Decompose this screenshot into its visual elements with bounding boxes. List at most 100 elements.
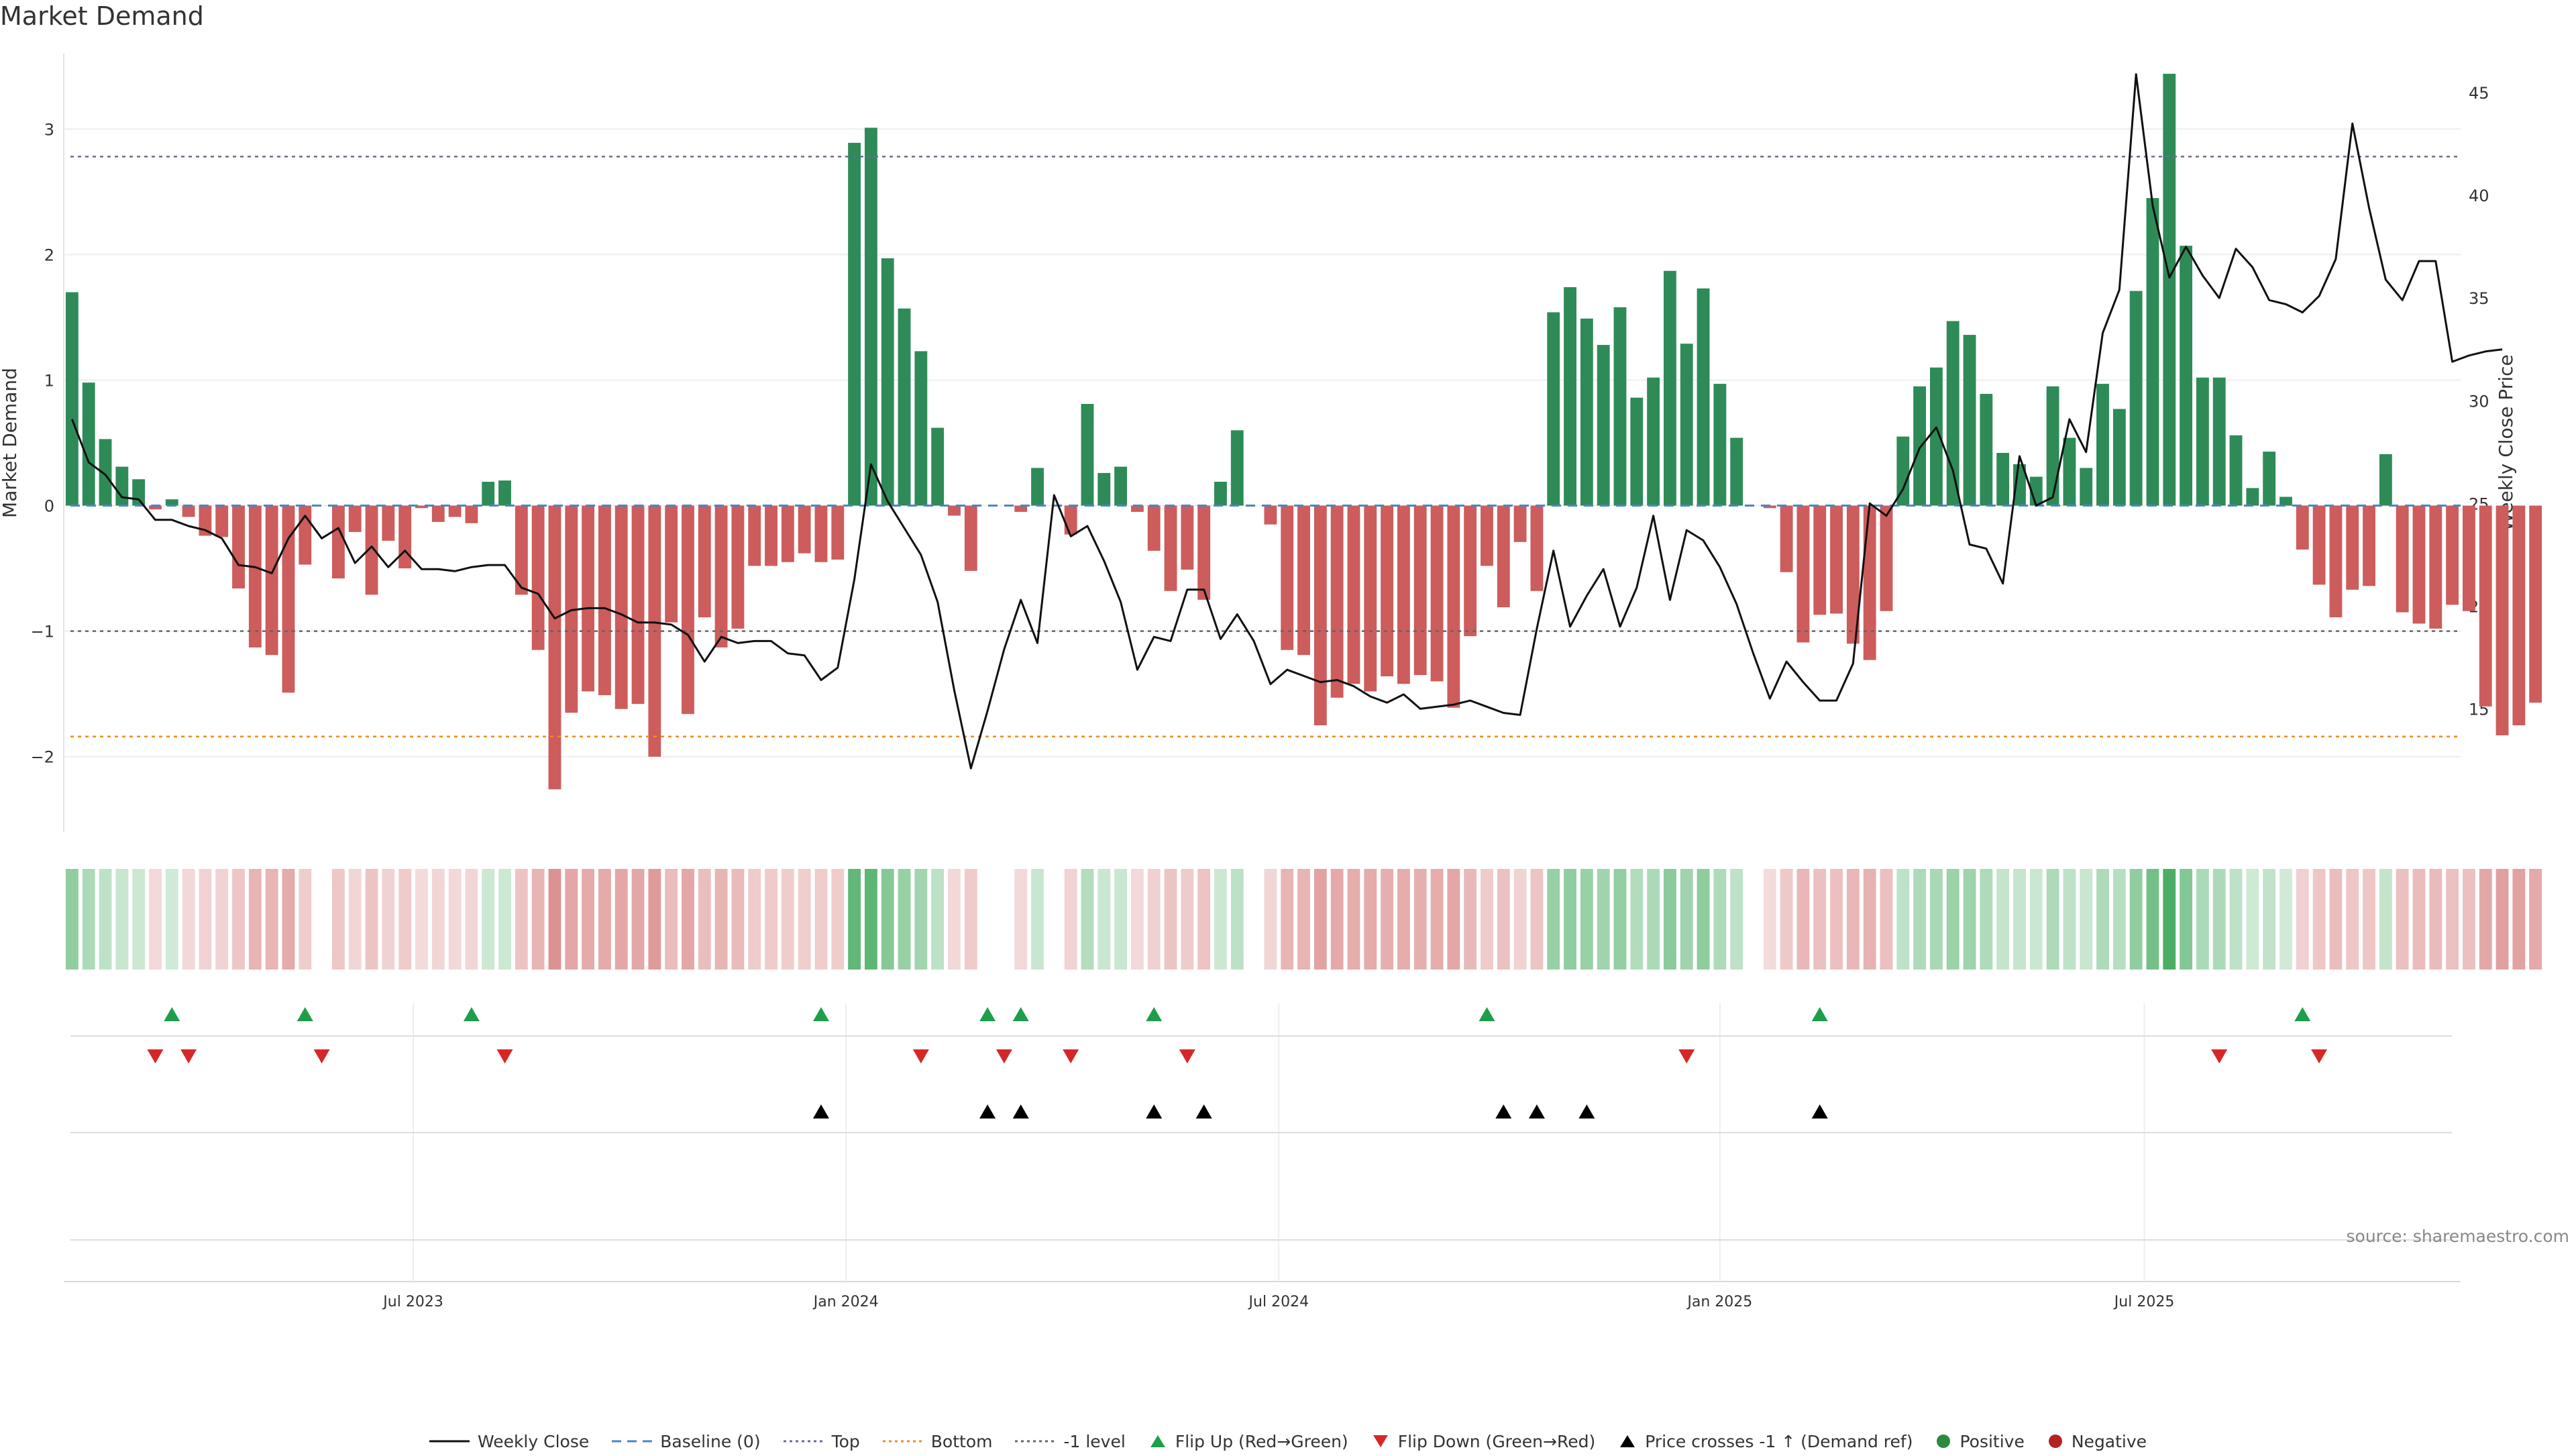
- legend-flip-up-label: Flip Up (Red→Green): [1175, 1431, 1348, 1451]
- price-cross-marker: [1811, 1104, 1828, 1119]
- intensity-cell: [1946, 869, 1960, 970]
- demand-bar: [2529, 505, 2542, 703]
- intensity-cell: [1097, 869, 1111, 970]
- demand-bar: [1796, 505, 1810, 643]
- demand-bar: [1730, 437, 1743, 506]
- intensity-cell: [482, 869, 495, 970]
- intensity-cell: [165, 869, 178, 970]
- demand-bar: [831, 505, 845, 560]
- intensity-cell: [2412, 869, 2426, 970]
- y-axis-label: Market Demand: [0, 368, 21, 518]
- demand-bar: [1547, 312, 1560, 506]
- legend-negative: Negative: [2047, 1432, 2147, 1451]
- legend-flip-up: Flip Up (Red→Green): [1148, 1432, 1348, 1451]
- intensity-cell: [431, 869, 445, 970]
- intensity-cell: [1780, 869, 1793, 970]
- intensity-cell: [598, 869, 611, 970]
- flip-down-marker: [180, 1049, 197, 1063]
- intensity-cell: [2080, 869, 2093, 970]
- demand-bar: [614, 505, 628, 709]
- demand-bar: [1929, 367, 1943, 506]
- intensity-cell: [1281, 869, 1294, 970]
- intensity-cell: [2263, 869, 2276, 970]
- flip-up-marker: [1479, 1007, 1495, 1021]
- intensity-cell: [1597, 869, 1610, 970]
- demand-bar: [1697, 288, 1710, 506]
- demand-bar: [548, 505, 561, 790]
- intensity-cell: [348, 869, 362, 970]
- y-tick-label: 2: [44, 246, 54, 264]
- legend-bottom-swatch: [882, 1440, 923, 1443]
- demand-bar: [1564, 287, 1576, 506]
- demand-bar: [299, 505, 312, 565]
- intensity-cell: [2462, 869, 2475, 970]
- demand-bar: [265, 505, 278, 656]
- x-tick-label: Jul 2023: [382, 1294, 443, 1310]
- legend-baseline-swatch: [612, 1440, 653, 1443]
- intensity-cell: [1846, 869, 1860, 970]
- intensity-cell: [1114, 869, 1128, 970]
- intensity-cell: [1147, 869, 1161, 970]
- demand-bar: [348, 505, 362, 532]
- intensity-cell: [698, 869, 711, 970]
- intensity-cell: [1730, 869, 1743, 970]
- intensity-cell: [864, 869, 877, 970]
- x-tick-label: Jul 2025: [2113, 1294, 2175, 1310]
- demand-bar: [814, 505, 828, 562]
- demand-bar: [848, 142, 861, 506]
- demand-bar: [2429, 505, 2443, 629]
- demand-bar: [382, 505, 395, 541]
- y2-tick-label: 40: [2469, 187, 2489, 205]
- intensity-cell: [582, 869, 595, 970]
- demand-bar: [1147, 505, 1161, 551]
- legend-weekly-close-swatch: [429, 1440, 470, 1443]
- demand-bar: [1880, 505, 1893, 611]
- intensity-cell: [781, 869, 794, 970]
- demand-bar: [2163, 73, 2176, 506]
- demand-bar: [2462, 505, 2475, 611]
- legend-positive: Positive: [1935, 1432, 2025, 1451]
- intensity-cell: [2363, 869, 2375, 970]
- intensity-cell: [814, 869, 828, 970]
- x-tick-label: Jul 2024: [1248, 1294, 1309, 1310]
- intensity-cell: [765, 869, 777, 970]
- demand-bar: [1597, 345, 1610, 506]
- intensity-cell: [2479, 869, 2492, 970]
- intensity-cell: [931, 869, 945, 970]
- intensity-cell: [1164, 869, 1177, 970]
- legend-weekly-close: Weekly Close: [429, 1432, 589, 1451]
- intensity-cell: [2046, 869, 2059, 970]
- demand-bar: [515, 505, 528, 595]
- demand-bar: [1663, 270, 1676, 506]
- demand-bar: [931, 427, 945, 506]
- flip-up-marker: [812, 1007, 829, 1021]
- intensity-cell: [2312, 869, 2326, 970]
- intensity-cell: [1813, 869, 1827, 970]
- flip-down-marker: [313, 1049, 330, 1063]
- demand-bar: [2096, 384, 2109, 506]
- intensity-cell: [2529, 869, 2542, 970]
- price-cross-marker: [1146, 1104, 1163, 1119]
- legend-bottom: Bottom: [882, 1432, 992, 1451]
- y-tick-label: −1: [31, 623, 54, 641]
- intensity-cell: [548, 869, 561, 970]
- demand-bar: [2296, 505, 2309, 550]
- demand-bar: [232, 505, 245, 589]
- demand-bar: [431, 505, 445, 522]
- intensity-cell: [948, 869, 961, 970]
- demand-bar: [165, 499, 178, 506]
- intensity-cell: [1447, 869, 1460, 970]
- demand-bar: [2479, 505, 2492, 707]
- demand-bar: [582, 505, 595, 692]
- intensity-cell: [1397, 869, 1410, 970]
- demand-bar: [1413, 505, 1427, 676]
- legend-top-swatch: [783, 1440, 824, 1443]
- legend-minus-one-swatch: [1015, 1440, 1056, 1443]
- demand-bar: [2196, 377, 2209, 506]
- intensity-cell: [1980, 869, 1993, 970]
- intensity-cell: [515, 869, 528, 970]
- demand-bar: [1530, 505, 1544, 591]
- demand-bar: [199, 505, 212, 536]
- demand-bar: [2080, 468, 2093, 506]
- intensity-cell: [1580, 869, 1593, 970]
